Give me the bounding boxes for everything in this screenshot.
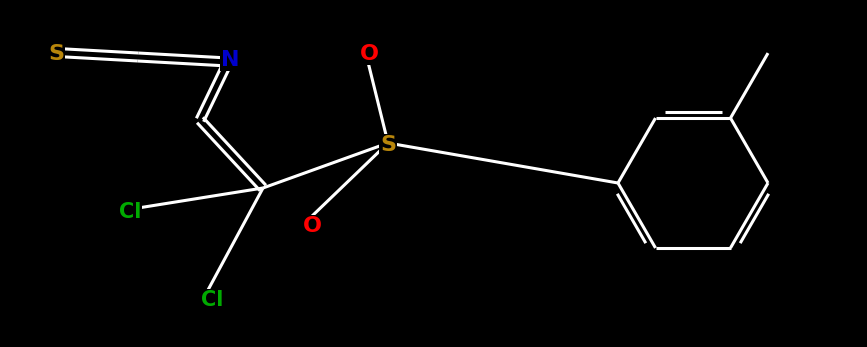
Text: N: N <box>221 50 239 70</box>
Text: Cl: Cl <box>201 290 223 310</box>
Text: O: O <box>360 44 379 64</box>
Text: S: S <box>48 44 64 64</box>
Text: Cl: Cl <box>119 202 141 222</box>
Text: O: O <box>303 216 322 236</box>
Text: S: S <box>380 135 396 155</box>
